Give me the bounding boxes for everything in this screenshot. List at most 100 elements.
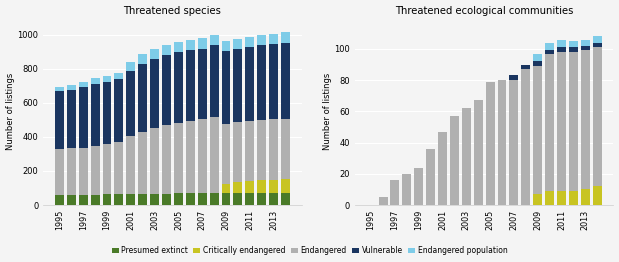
Bar (509, 80, 518, 205)
Bar (90, 195, 100, 205)
Bar (138, 132, 147, 194)
Bar (258, 120, 266, 180)
Bar (557, 52, 566, 191)
Bar (569, 191, 578, 205)
Bar (569, 41, 578, 47)
Bar (162, 125, 171, 194)
Bar (174, 42, 183, 52)
Bar (126, 70, 136, 136)
Bar (222, 124, 230, 184)
Bar (557, 40, 566, 47)
Bar (79, 87, 88, 148)
Bar (103, 144, 111, 194)
Bar (222, 41, 230, 51)
Bar (258, 193, 266, 205)
Bar (126, 62, 136, 70)
Bar (138, 64, 147, 132)
Bar (126, 194, 136, 205)
Bar (269, 34, 278, 45)
Bar (534, 54, 542, 61)
Bar (197, 119, 207, 193)
Bar (593, 186, 602, 205)
Bar (233, 182, 243, 193)
Bar (55, 149, 64, 195)
Bar (210, 45, 219, 117)
Bar (162, 55, 171, 125)
Bar (581, 189, 590, 205)
Bar (534, 66, 542, 194)
Bar (138, 54, 147, 64)
Bar (67, 90, 76, 148)
Bar (438, 132, 447, 205)
Bar (593, 47, 602, 186)
Bar (103, 82, 111, 144)
Bar (281, 179, 290, 193)
Bar (150, 49, 159, 59)
Bar (545, 54, 554, 191)
Bar (210, 117, 219, 193)
Bar (222, 184, 230, 193)
Bar (258, 35, 266, 45)
Bar (150, 128, 159, 194)
Bar (174, 193, 183, 205)
Bar (138, 194, 147, 205)
Bar (126, 136, 136, 194)
Bar (245, 193, 254, 205)
Y-axis label: Number of listings: Number of listings (322, 73, 332, 150)
Bar (222, 193, 230, 205)
Bar (79, 195, 88, 205)
Bar (593, 43, 602, 47)
Bar (245, 47, 254, 121)
Bar (233, 193, 243, 205)
Bar (90, 146, 100, 195)
Bar (197, 193, 207, 205)
Bar (67, 148, 76, 195)
Legend: Presumed extinct, Critically endangered, Endangered, Vulnerable, Endangered popu: Presumed extinct, Critically endangered,… (108, 243, 511, 258)
Bar (534, 61, 542, 66)
Bar (498, 80, 506, 205)
Bar (486, 82, 495, 205)
Bar (281, 32, 290, 43)
Bar (55, 195, 64, 205)
Bar (233, 49, 243, 122)
Bar (557, 47, 566, 52)
Bar (233, 122, 243, 182)
Bar (174, 123, 183, 193)
Bar (162, 194, 171, 205)
Y-axis label: Number of listings: Number of listings (6, 73, 15, 150)
Bar (521, 64, 530, 69)
Bar (115, 73, 123, 79)
Bar (210, 35, 219, 45)
Bar (402, 174, 411, 205)
Bar (509, 75, 518, 80)
Title: Threatened species: Threatened species (124, 6, 222, 15)
Bar (426, 149, 435, 205)
Bar (150, 59, 159, 128)
Bar (90, 84, 100, 146)
Bar (174, 52, 183, 123)
Title: Threatened ecological communities: Threatened ecological communities (395, 6, 573, 15)
Bar (245, 121, 254, 181)
Bar (534, 194, 542, 205)
Bar (557, 191, 566, 205)
Bar (258, 180, 266, 193)
Bar (222, 51, 230, 124)
Bar (581, 40, 590, 46)
Bar (269, 193, 278, 205)
Bar (186, 40, 195, 50)
Bar (115, 142, 123, 194)
Bar (581, 51, 590, 189)
Bar (55, 91, 64, 149)
Bar (391, 180, 399, 205)
Bar (269, 119, 278, 180)
Bar (245, 181, 254, 193)
Bar (569, 47, 578, 52)
Bar (150, 194, 159, 205)
Bar (197, 48, 207, 119)
Bar (90, 78, 100, 84)
Bar (55, 87, 64, 91)
Bar (162, 45, 171, 55)
Bar (269, 45, 278, 119)
Bar (258, 45, 266, 120)
Bar (569, 52, 578, 191)
